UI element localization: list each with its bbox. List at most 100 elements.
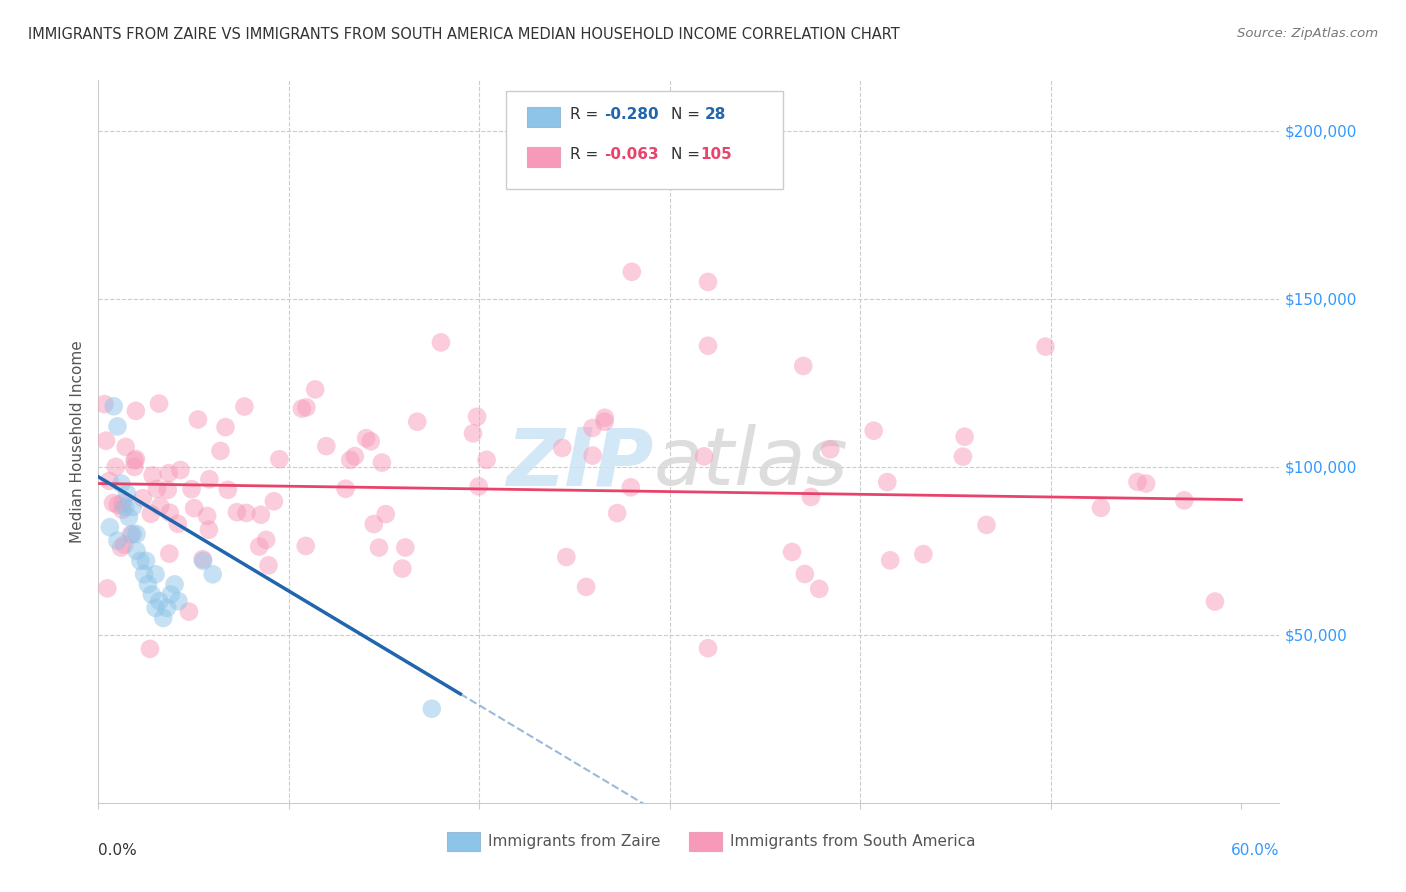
Point xyxy=(697,641,720,656)
Point xyxy=(145,600,167,615)
Point xyxy=(263,494,285,508)
Point xyxy=(112,538,135,552)
Point xyxy=(1126,475,1149,489)
Point xyxy=(233,400,256,414)
Point xyxy=(912,547,935,561)
Point xyxy=(952,450,974,464)
Point xyxy=(820,442,842,457)
Point xyxy=(394,541,416,555)
Text: 0.0%: 0.0% xyxy=(98,843,138,857)
Point xyxy=(371,456,394,470)
Point xyxy=(134,567,156,582)
Text: Immigrants from South America: Immigrants from South America xyxy=(730,834,976,849)
Point xyxy=(593,410,616,425)
Point xyxy=(110,476,132,491)
Point xyxy=(343,449,366,463)
Point xyxy=(304,383,326,397)
Point xyxy=(121,500,143,514)
Point xyxy=(976,517,998,532)
Point xyxy=(136,577,159,591)
Point xyxy=(294,539,316,553)
Point xyxy=(1204,594,1226,608)
Point xyxy=(475,452,498,467)
Point xyxy=(94,434,117,448)
Point xyxy=(198,523,221,537)
Text: R =: R = xyxy=(569,107,603,121)
Text: Source: ZipAtlas.com: Source: ZipAtlas.com xyxy=(1237,27,1378,40)
Point xyxy=(177,605,200,619)
Text: N =: N = xyxy=(671,107,704,121)
Point xyxy=(195,508,218,523)
Text: 28: 28 xyxy=(704,107,725,121)
Point xyxy=(183,501,205,516)
Point xyxy=(593,415,616,429)
Point xyxy=(551,441,574,455)
Point xyxy=(131,491,153,505)
Point xyxy=(953,430,976,444)
Point xyxy=(697,275,720,289)
Text: ZIP: ZIP xyxy=(506,425,654,502)
FancyBboxPatch shape xyxy=(506,91,783,189)
Point xyxy=(1090,500,1112,515)
Point xyxy=(129,554,152,568)
Point xyxy=(156,483,179,497)
Point xyxy=(581,421,603,435)
Point xyxy=(167,594,190,608)
Point xyxy=(291,401,314,416)
Point xyxy=(198,472,221,486)
Text: R =: R = xyxy=(569,147,603,162)
Point xyxy=(250,508,273,522)
Point xyxy=(98,520,121,534)
Text: atlas: atlas xyxy=(654,425,848,502)
Point xyxy=(575,580,598,594)
Text: -0.280: -0.280 xyxy=(605,107,658,121)
Point xyxy=(156,600,179,615)
Point xyxy=(247,540,270,554)
Point xyxy=(406,415,429,429)
Point xyxy=(114,440,136,454)
Point xyxy=(101,496,124,510)
Point xyxy=(193,554,215,568)
Point xyxy=(800,490,823,504)
Point xyxy=(103,399,125,413)
FancyBboxPatch shape xyxy=(527,107,560,128)
Point xyxy=(1173,493,1195,508)
Point xyxy=(111,496,134,510)
Point xyxy=(254,533,277,547)
Point xyxy=(125,404,148,418)
Point xyxy=(107,419,129,434)
Point xyxy=(148,594,170,608)
Point xyxy=(335,482,357,496)
Point xyxy=(121,527,143,541)
Point xyxy=(876,475,898,489)
Point xyxy=(461,426,484,441)
Point xyxy=(152,611,174,625)
Point xyxy=(146,482,169,496)
Point xyxy=(120,527,142,541)
Text: Immigrants from Zaire: Immigrants from Zaire xyxy=(488,834,661,849)
Point xyxy=(606,506,628,520)
Point xyxy=(139,641,162,656)
Point xyxy=(214,420,236,434)
Point xyxy=(420,702,443,716)
Point xyxy=(98,474,121,488)
Point xyxy=(391,561,413,575)
Point xyxy=(93,397,115,411)
Point xyxy=(620,265,643,279)
Point xyxy=(225,505,247,519)
Point xyxy=(142,468,165,483)
Point xyxy=(792,359,814,373)
Point xyxy=(363,516,385,531)
Point xyxy=(124,453,146,467)
Point xyxy=(1035,340,1057,354)
Point xyxy=(169,463,191,477)
Point xyxy=(354,431,377,445)
Point xyxy=(96,582,118,596)
Point xyxy=(166,516,188,531)
Point xyxy=(180,482,202,496)
Point xyxy=(368,541,391,555)
Point xyxy=(124,459,146,474)
Point xyxy=(110,541,132,555)
Point xyxy=(148,396,170,410)
Point xyxy=(620,480,643,494)
